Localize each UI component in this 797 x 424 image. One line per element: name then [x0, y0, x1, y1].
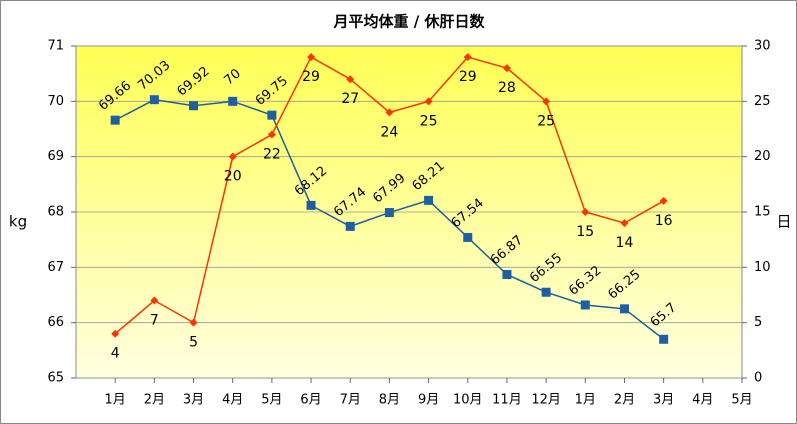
y2-tick-label: 0 [754, 371, 762, 386]
marker [619, 304, 629, 314]
marker [659, 196, 668, 205]
marker [424, 97, 433, 106]
data-label: 29 [459, 69, 477, 85]
marker [581, 208, 590, 216]
marker [267, 130, 276, 139]
y2-axis-label: 日 [776, 213, 791, 231]
x-tick-label: 9月 [418, 393, 439, 408]
data-label: 22 [263, 147, 281, 163]
x-tick-label: 2月 [144, 393, 165, 408]
data-label: 5 [189, 335, 198, 351]
y2-tick-label: 30 [754, 39, 771, 54]
data-label: 20 [224, 169, 242, 185]
data-label: 14 [616, 235, 634, 251]
y2-tick-label: 25 [754, 94, 771, 109]
x-tick-label: 11月 [492, 393, 522, 408]
data-label: 28 [498, 80, 516, 96]
y-tick-label: 69 [47, 149, 64, 164]
marker [228, 152, 237, 161]
marker [111, 329, 120, 338]
marker [306, 200, 316, 210]
x-tick-label: 6月 [300, 393, 321, 408]
marker [150, 296, 159, 305]
y2-tick-label: 10 [754, 260, 771, 275]
data-label: 27 [341, 91, 359, 107]
x-tick-label: 8月 [379, 393, 400, 408]
marker [228, 96, 238, 106]
y-tick-label: 71 [47, 39, 64, 54]
data-label: 24 [380, 124, 398, 140]
data-label: 29 [302, 69, 320, 85]
marker [463, 232, 473, 242]
y2-tick-label: 15 [754, 205, 771, 220]
marker [659, 334, 669, 344]
y2-tick-label: 20 [754, 149, 771, 164]
x-tick-label: 5月 [261, 393, 282, 408]
data-label: 16 [655, 213, 673, 229]
x-tick-label: 3月 [183, 393, 204, 408]
marker [580, 300, 590, 310]
data-label: 15 [576, 224, 594, 240]
marker [541, 287, 551, 297]
marker [502, 270, 512, 280]
x-tick-label: 1月 [575, 393, 596, 408]
marker [620, 219, 629, 228]
y-tick-label: 65 [47, 371, 64, 386]
data-label: 4 [111, 346, 120, 362]
chart-title: 月平均体重 / 休肝日数 [333, 13, 486, 31]
data-label: 25 [537, 113, 555, 129]
marker [502, 64, 511, 73]
data-label: 7 [150, 313, 159, 329]
x-tick-label: 1月 [105, 393, 126, 408]
marker [110, 115, 120, 125]
marker [149, 95, 159, 105]
x-tick-label: 5月 [731, 393, 752, 408]
x-tick-label: 7月 [340, 393, 361, 408]
marker [189, 318, 198, 327]
marker [384, 208, 394, 218]
data-label: 25 [420, 113, 438, 129]
marker [267, 110, 277, 120]
y-tick-label: 70 [47, 94, 64, 109]
marker [385, 108, 394, 117]
marker [463, 53, 472, 62]
marker [345, 221, 355, 231]
y-tick-label: 68 [47, 205, 64, 220]
marker [346, 75, 355, 84]
x-tick-label: 4月 [222, 393, 243, 408]
marker [189, 101, 199, 111]
marker [424, 195, 434, 205]
x-tick-label: 2月 [614, 393, 635, 408]
y-axis-label: kg [9, 213, 27, 231]
y2-tick-label: 5 [754, 315, 762, 330]
marker [542, 97, 551, 106]
x-tick-label: 4月 [692, 393, 713, 408]
y-tick-label: 66 [47, 315, 64, 330]
x-tick-label: 10月 [453, 393, 483, 408]
y-tick-label: 67 [47, 260, 64, 275]
x-tick-label: 12月 [531, 393, 561, 408]
marker [307, 53, 316, 62]
x-tick-label: 3月 [653, 393, 674, 408]
